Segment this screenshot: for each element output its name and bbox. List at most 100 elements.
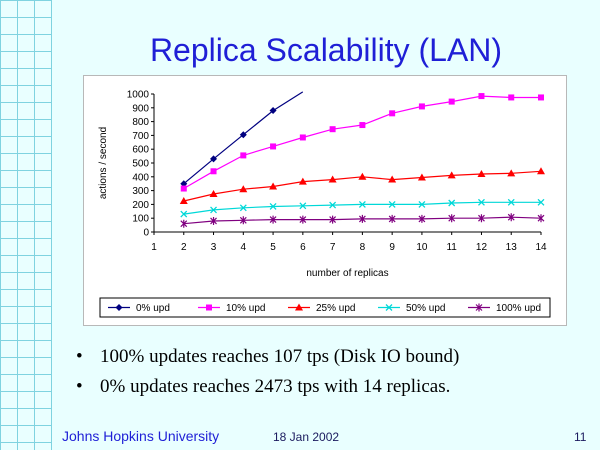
data-point-series-3	[447, 171, 456, 179]
y-axis-label: actions / second	[98, 127, 109, 199]
x-tick-label: 12	[476, 242, 488, 253]
data-point-series-3	[537, 167, 545, 175]
y-tick-label: 0	[143, 228, 149, 239]
legend-marker	[385, 304, 393, 311]
bullet-dot-icon: •	[76, 346, 83, 367]
y-tick-label: 700	[132, 131, 149, 142]
data-point-series-5	[210, 216, 217, 225]
data-point-series-4	[448, 199, 456, 207]
data-point-series-3	[209, 190, 218, 198]
chart-panel: 0 100 200 300 400 500 600 700 800 900 1000 1 2 3 4 5 6 7 8…	[83, 75, 567, 326]
data-point-series-5	[418, 214, 426, 223]
x-tick-label: 5	[270, 242, 276, 253]
data-point-series-2	[240, 152, 247, 159]
y-tick-label: 200	[132, 200, 149, 211]
data-point-series-2	[508, 94, 515, 101]
data-point-series-5	[239, 216, 247, 225]
legend-box	[99, 297, 551, 318]
data-point-series-2	[538, 94, 544, 101]
data-point-series-4	[329, 201, 337, 209]
data-point-series-2	[299, 134, 306, 141]
legend-label: 10% upd	[226, 303, 265, 314]
data-point-series-3	[328, 175, 337, 183]
slide-title: Replica Scalability (LAN)	[149, 32, 503, 68]
y-tick-label: 600	[132, 145, 149, 156]
data-point-series-4	[418, 200, 426, 208]
y-tick-label: 300	[132, 186, 149, 197]
data-point-series-4	[358, 200, 366, 208]
data-point-series-4	[507, 198, 515, 206]
legend-label: 0% upd	[136, 303, 170, 314]
data-point-series-1	[269, 107, 277, 115]
x-tick-label: 6	[300, 242, 306, 253]
data-point-series-5	[299, 215, 307, 224]
x-tick-label: 13	[506, 242, 518, 253]
data-point-series-2	[270, 143, 277, 150]
y-tick-label: 800	[132, 117, 149, 128]
data-point-series-3	[269, 182, 278, 190]
y-tick-label: 400	[132, 172, 149, 183]
y-tick-label: 100	[132, 214, 149, 225]
x-tick-label: 8	[360, 242, 366, 253]
data-point-series-3	[179, 196, 188, 204]
legend-label: 25% upd	[316, 303, 355, 314]
data-point-series-4	[269, 203, 277, 210]
data-point-series-3	[388, 175, 397, 183]
data-point-series-3	[298, 177, 307, 185]
data-point-series-5	[180, 219, 188, 228]
x-tick-label: 11	[446, 242, 457, 253]
data-point-series-4	[537, 198, 545, 206]
x-tick-label: 14	[535, 242, 547, 253]
data-point-series-2	[418, 103, 425, 110]
data-point-series-5	[388, 214, 396, 223]
data-point-series-2	[478, 93, 485, 100]
x-tick-label: 9	[389, 242, 395, 253]
legend-marker	[475, 303, 483, 312]
bullet-dot-icon: •	[76, 376, 83, 397]
x-axis-label: number of replicas	[306, 268, 388, 279]
data-point-series-5	[507, 213, 515, 222]
y-tick-label: 500	[132, 159, 149, 170]
data-point-series-2	[359, 122, 366, 129]
bullet-item: • 0% updates reaches 2473 tps with 14 rep…	[76, 372, 459, 402]
data-point-series-5	[478, 214, 485, 223]
data-point-series-3	[417, 173, 426, 181]
data-point-series-4	[299, 202, 307, 210]
data-point-series-2	[180, 185, 187, 192]
legend-marker	[295, 303, 303, 311]
data-point-series-1	[210, 155, 218, 163]
data-point-series-5	[329, 215, 337, 224]
legend-label: 50% upd	[406, 303, 445, 314]
data-point-series-5	[537, 214, 545, 223]
data-point-series-4	[388, 200, 396, 208]
data-point-series-3	[358, 172, 367, 180]
data-point-series-3	[239, 185, 248, 193]
data-point-series-4	[239, 204, 247, 212]
data-point-series-3	[507, 169, 516, 177]
data-point-series-2	[448, 98, 455, 105]
data-point-series-5	[358, 214, 366, 223]
bullet-text: 0% updates reaches 2473 tps with 14 repl…	[100, 376, 451, 397]
footer-organization: Johns Hopkins University	[62, 428, 220, 444]
legend-marker	[206, 304, 212, 311]
data-point-series-4	[210, 206, 217, 214]
data-point-series-2	[210, 168, 217, 175]
bullet-item: • 100% updates reaches 107 tps (Disk IO b…	[76, 342, 459, 372]
data-point-series-1	[239, 131, 247, 139]
x-tick-label: 7	[330, 242, 336, 253]
legend-label: 100% upd	[496, 303, 541, 314]
data-point-series-2	[329, 126, 336, 133]
data-point-series-2	[389, 110, 396, 117]
x-tick-label: 2	[181, 242, 187, 253]
bullet-text: 100% updates reaches 107 tps (Disk IO bo…	[100, 346, 460, 367]
data-point-series-5	[448, 214, 456, 223]
data-point-series-5	[269, 215, 277, 224]
data-point-series-1	[180, 180, 188, 188]
y-tick-label: 900	[132, 103, 149, 114]
footer-date: 18 Jan 2002	[273, 430, 340, 444]
x-tick-label: 3	[211, 242, 217, 253]
data-point-series-4	[478, 198, 485, 206]
bullet-list: • 100% updates reaches 107 tps (Disk IO b…	[76, 342, 459, 402]
data-point-series-3	[477, 170, 486, 178]
